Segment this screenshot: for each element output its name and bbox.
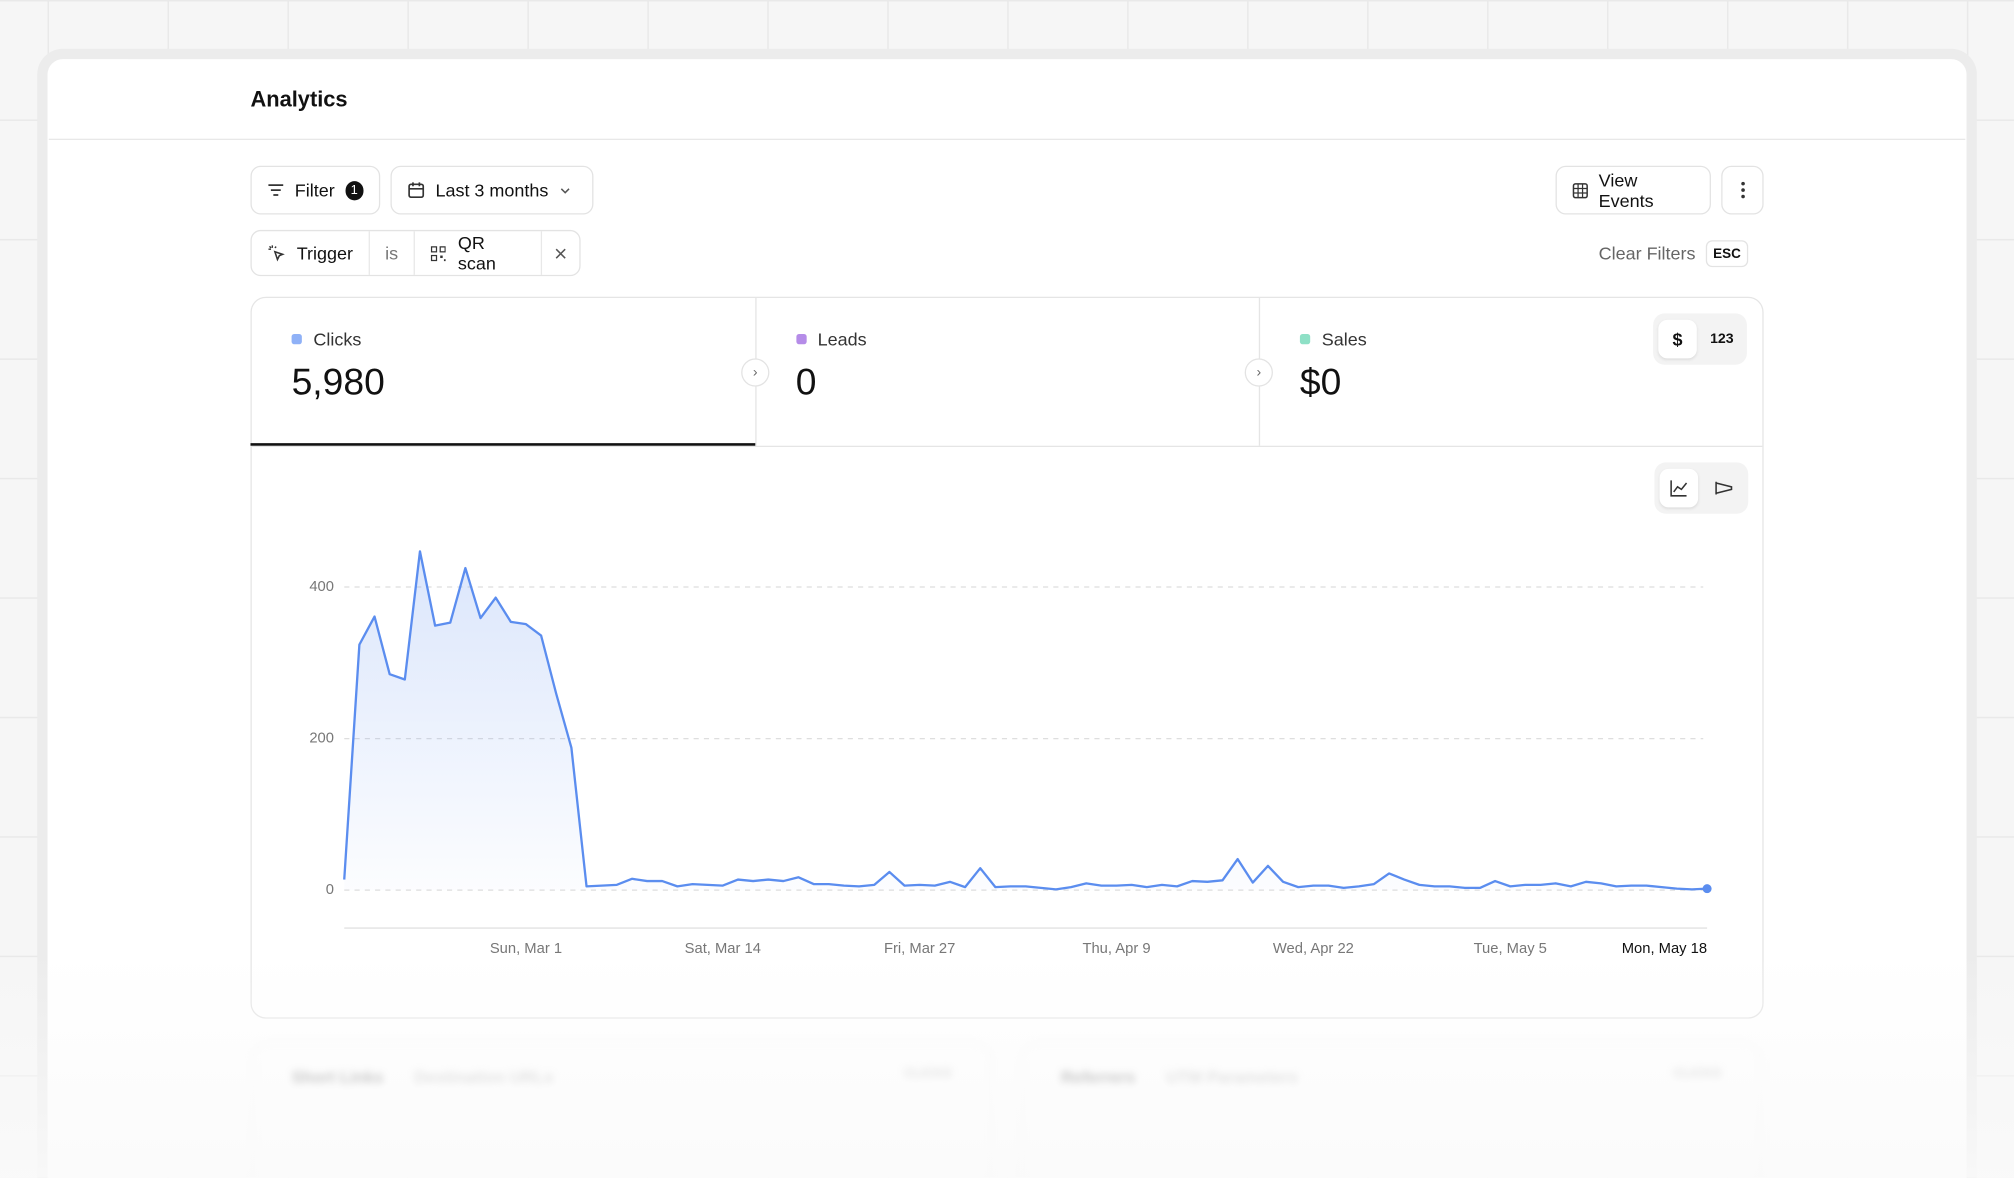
y-tick-label: 400 [309,579,334,595]
qr-icon [430,245,446,261]
filter-icon [268,184,284,196]
metric-swatch [795,333,807,345]
filter-chip: Trigger is QR scan [250,229,581,277]
close-icon [555,248,566,259]
view-events-button[interactable]: View Events [1555,165,1711,215]
clear-filters[interactable]: Clear Filters [1598,242,1696,264]
metric-name: Sales [1321,328,1367,350]
metric-value: 5,980 [291,362,385,404]
unit-toggle: $ 123 [1653,313,1747,365]
chip-value: QR scan [415,231,543,275]
metric-label: Clicks [291,328,385,350]
chevron [560,188,570,194]
y-tick-label: 0 [326,882,334,898]
metric: Clicks 5,980 [291,328,385,405]
filter-count: 1 [344,180,364,200]
count-option[interactable]: 123 [1710,331,1734,347]
metric-name: Leads [817,328,867,350]
chip-value-label: QR scan [457,232,496,274]
date-range-label: Last 3 months [435,179,549,201]
chart-type-toggle [1654,462,1749,514]
calendar-icon [408,182,425,199]
chip-field: Trigger [252,231,370,275]
line [343,550,1708,891]
divider [48,138,1966,141]
page-title: Analytics [250,87,348,112]
chip-remove[interactable] [542,231,579,275]
trigger-icon [268,245,285,262]
metric-value: 0 [795,362,817,404]
metric-swatch [1299,333,1311,345]
more-icon [1740,181,1745,199]
metric-label: Leads [795,328,867,350]
metric: Leads 0 [795,328,867,405]
active-tab-underline [250,443,756,446]
metric-value: $0 [1299,362,1342,404]
metric-arrow: › [1244,358,1273,387]
date-range-button[interactable]: Last 3 months [390,165,594,215]
metric-name: Clicks [313,328,362,350]
chip-operator: is [370,231,415,275]
metric: Sales $0 [1299,328,1367,405]
funnel-icon [1714,481,1732,495]
filter-button[interactable]: Filter 1 [250,165,381,215]
more-button[interactable] [1721,165,1764,215]
end-point [1702,884,1712,894]
metric-arrow: › [741,358,770,387]
funnel-option[interactable] [1703,469,1743,508]
line-chart-option[interactable] [1659,468,1699,508]
table-icon [1572,182,1588,198]
chip-field-label: Trigger [296,242,354,264]
currency-option[interactable]: $ [1658,319,1697,359]
line-icon [1670,480,1688,497]
fade-overlay [0,950,2014,1178]
esc-key: ESC [1705,240,1749,268]
metric-label: Sales [1299,328,1367,350]
metric-swatch [291,333,302,345]
view-events-label: View Events [1598,169,1654,211]
y-tick-label: 200 [309,730,334,746]
filter-label: Filter [294,179,335,201]
area [344,551,1708,891]
metrics-divider [251,445,1763,448]
